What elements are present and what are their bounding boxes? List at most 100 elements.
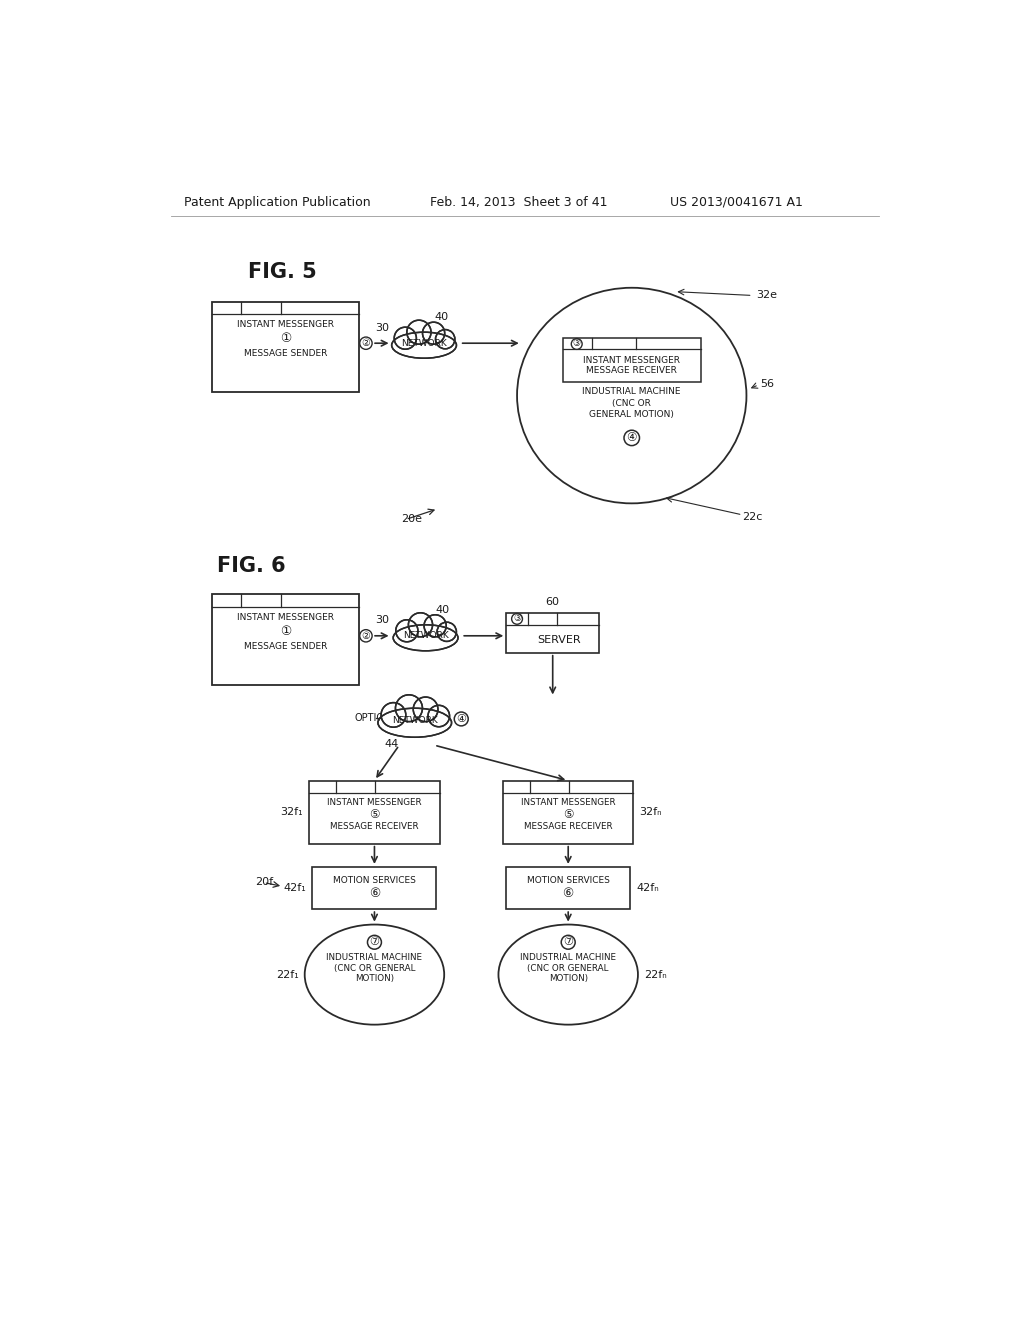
Circle shape (396, 620, 418, 642)
Bar (309, 780, 439, 843)
Text: MESSAGE RECEIVER: MESSAGE RECEIVER (330, 822, 419, 832)
Text: INSTANT MESSENGER: INSTANT MESSENGER (584, 355, 680, 364)
Text: MESSAGE RECEIVER: MESSAGE RECEIVER (524, 822, 612, 832)
Text: ⑦: ⑦ (563, 937, 573, 948)
Circle shape (425, 615, 445, 636)
Text: ③: ③ (513, 614, 521, 623)
Circle shape (436, 330, 455, 348)
Circle shape (407, 321, 431, 345)
Text: 56: 56 (761, 379, 774, 389)
Text: 40: 40 (435, 605, 450, 615)
Text: Feb. 14, 2013  Sheet 3 of 41: Feb. 14, 2013 Sheet 3 of 41 (430, 195, 608, 209)
Text: NETWORK: NETWORK (402, 631, 449, 640)
Circle shape (395, 694, 423, 722)
Text: 42f₁: 42f₁ (284, 883, 306, 892)
Text: MESSAGE RECEIVER: MESSAGE RECEIVER (587, 367, 677, 375)
Text: 20e: 20e (400, 513, 422, 524)
Circle shape (423, 322, 444, 343)
Text: SERVER: SERVER (537, 635, 581, 644)
Ellipse shape (517, 288, 746, 503)
Circle shape (409, 614, 432, 636)
Text: ⑥: ⑥ (369, 887, 380, 900)
Ellipse shape (391, 333, 457, 358)
Text: (CNC OR GENERAL: (CNC OR GENERAL (334, 964, 415, 973)
Bar (506, 867, 630, 909)
Circle shape (394, 327, 417, 350)
Circle shape (368, 936, 381, 949)
Text: ⑤: ⑤ (563, 808, 573, 821)
Text: US 2013/0041671 A1: US 2013/0041671 A1 (671, 195, 804, 209)
Circle shape (624, 430, 640, 446)
Text: GENERAL MOTION): GENERAL MOTION) (590, 411, 674, 420)
Text: OPTIONAL: OPTIONAL (354, 713, 403, 723)
Circle shape (435, 330, 455, 348)
Text: INSTANT MESSENGER: INSTANT MESSENGER (237, 612, 334, 622)
Bar (312, 867, 436, 909)
Text: INSTANT MESSENGER: INSTANT MESSENGER (521, 797, 615, 807)
Text: 44: 44 (384, 739, 398, 748)
Ellipse shape (393, 624, 458, 651)
Text: MOTION SERVICES: MOTION SERVICES (333, 876, 416, 886)
Text: ①: ① (280, 333, 291, 345)
Circle shape (455, 711, 468, 726)
Text: 32f₁: 32f₁ (281, 807, 303, 817)
Text: NETWORK: NETWORK (392, 715, 437, 725)
Circle shape (437, 622, 457, 642)
Text: ②: ② (361, 631, 371, 640)
Circle shape (359, 630, 372, 642)
Bar (503, 780, 633, 843)
Text: 42fₙ: 42fₙ (636, 883, 659, 892)
Circle shape (396, 696, 422, 721)
Ellipse shape (394, 626, 457, 649)
Bar (563, 338, 700, 383)
Circle shape (428, 705, 450, 727)
Ellipse shape (499, 924, 638, 1024)
Text: ⑥: ⑥ (562, 887, 573, 900)
Text: ③: ③ (572, 339, 581, 348)
Text: MESSAGE SENDER: MESSAGE SENDER (244, 642, 327, 651)
Circle shape (512, 614, 522, 624)
Bar (506, 612, 599, 653)
Text: INSTANT MESSENGER: INSTANT MESSENGER (237, 321, 334, 329)
Text: INSTANT MESSENGER: INSTANT MESSENGER (327, 797, 422, 807)
Circle shape (428, 706, 450, 726)
Circle shape (409, 612, 432, 636)
Circle shape (571, 339, 583, 350)
Text: 30: 30 (375, 323, 389, 333)
Circle shape (424, 615, 446, 636)
Circle shape (437, 623, 456, 642)
Text: NETWORK: NETWORK (401, 339, 446, 347)
Circle shape (423, 322, 444, 345)
Circle shape (408, 321, 431, 343)
Text: 22c: 22c (742, 512, 763, 523)
Text: ②: ② (361, 338, 371, 348)
Text: 32fₙ: 32fₙ (640, 807, 663, 817)
Bar (212, 302, 359, 392)
Circle shape (381, 702, 406, 727)
Ellipse shape (378, 709, 452, 738)
Text: INDUSTRIAL MACHINE: INDUSTRIAL MACHINE (583, 387, 681, 396)
Text: ④: ④ (457, 714, 466, 723)
Text: FIG. 6: FIG. 6 (217, 557, 286, 577)
Text: INDUSTRIAL MACHINE: INDUSTRIAL MACHINE (520, 953, 616, 962)
Text: ⑦: ⑦ (370, 937, 380, 948)
Text: 30: 30 (375, 615, 389, 626)
Circle shape (561, 936, 575, 949)
Text: 20f: 20f (255, 876, 273, 887)
Text: Patent Application Publication: Patent Application Publication (183, 195, 371, 209)
Circle shape (382, 704, 406, 727)
Text: FIG. 5: FIG. 5 (248, 263, 316, 282)
Circle shape (414, 697, 437, 721)
Circle shape (395, 620, 418, 642)
Text: 60: 60 (546, 597, 560, 607)
Text: 32e: 32e (756, 290, 777, 301)
Text: MOTION SERVICES: MOTION SERVICES (526, 876, 609, 886)
Text: (CNC OR GENERAL: (CNC OR GENERAL (527, 964, 609, 973)
Text: ④: ④ (627, 432, 637, 445)
Text: MOTION): MOTION) (549, 974, 588, 983)
Text: ⑤: ⑤ (370, 808, 380, 821)
Circle shape (414, 697, 438, 722)
Text: (CNC OR: (CNC OR (612, 399, 651, 408)
Text: MESSAGE SENDER: MESSAGE SENDER (244, 350, 327, 359)
Text: MOTION): MOTION) (355, 974, 394, 983)
